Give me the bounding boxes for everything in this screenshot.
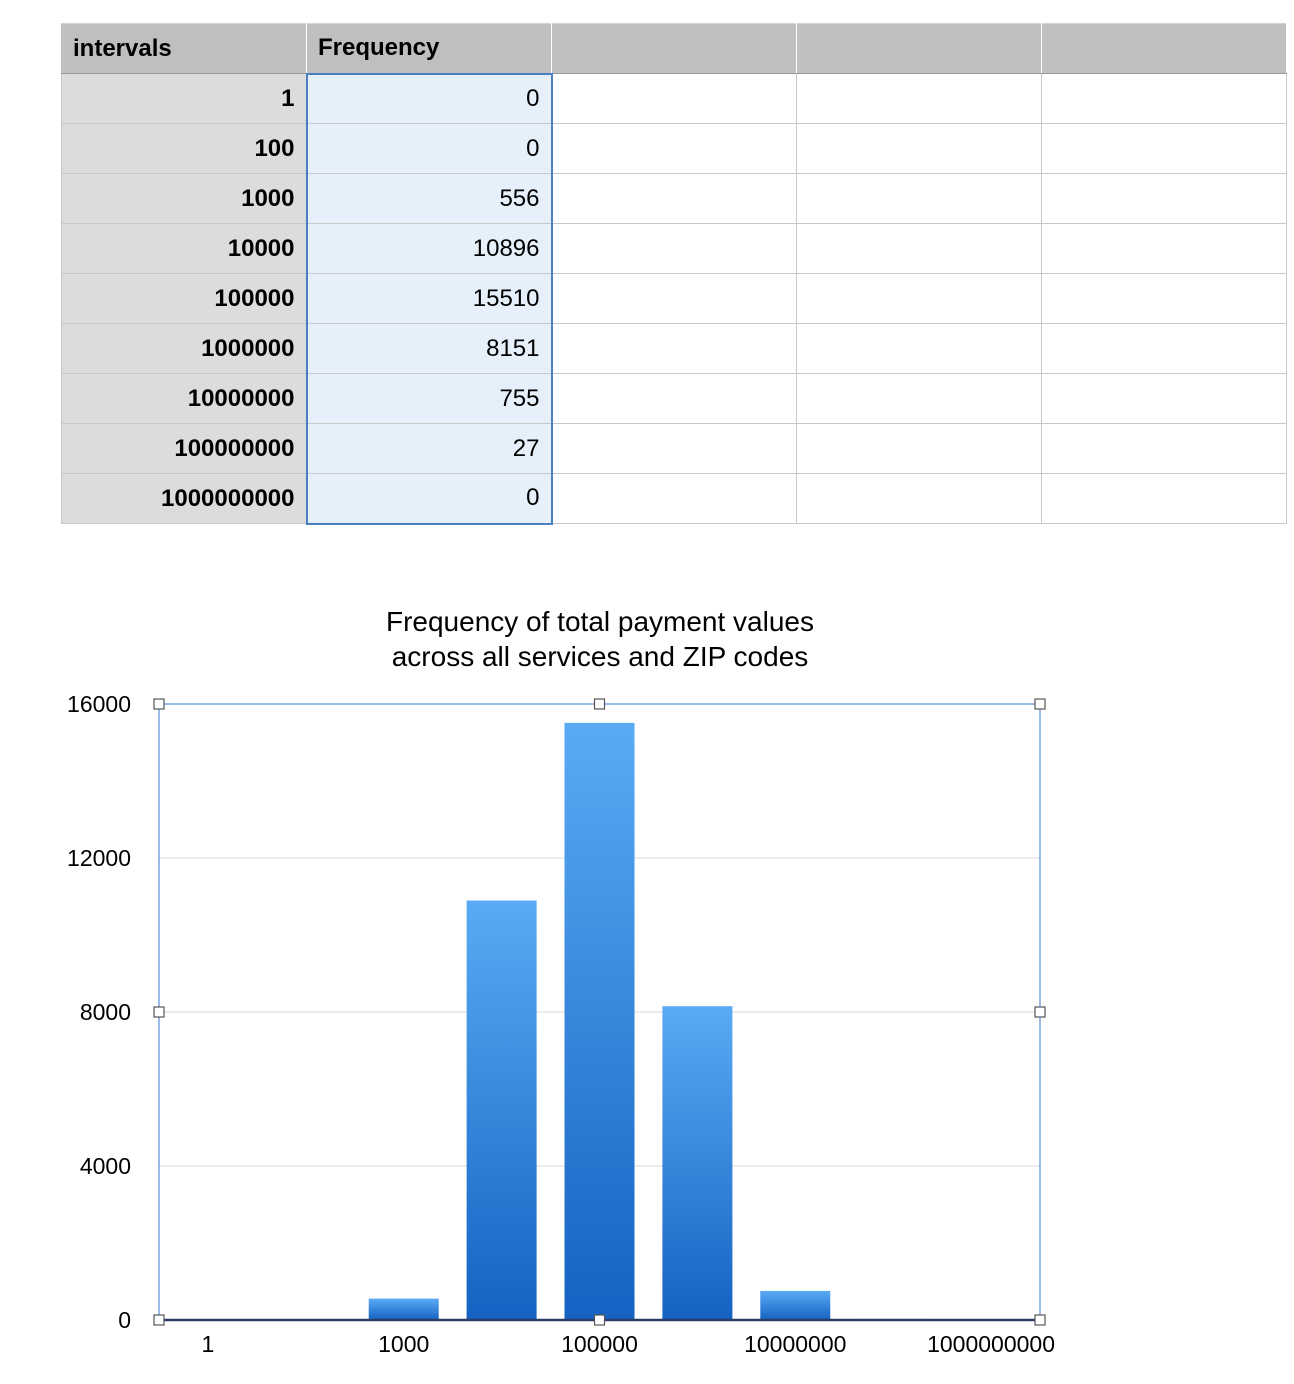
resize-handle[interactable]	[153, 698, 165, 710]
empty-cell[interactable]	[551, 423, 797, 474]
frequency-cell[interactable]: 556	[305, 173, 553, 224]
column-header-1[interactable]: Frequency	[306, 23, 552, 74]
empty-cell[interactable]	[796, 373, 1042, 424]
resize-handle[interactable]	[153, 1314, 165, 1326]
resize-handle[interactable]	[593, 1314, 606, 1326]
table-row: 100 0	[61, 123, 1287, 174]
chart-title-line-1: Frequency of total payment values	[385, 606, 814, 637]
empty-cell[interactable]	[551, 73, 797, 124]
column-header-4[interactable]	[1041, 23, 1287, 74]
bar-100000[interactable]	[564, 722, 635, 1320]
empty-cell[interactable]	[551, 273, 797, 324]
table-row: 1000000 8151	[61, 323, 1287, 374]
empty-cell[interactable]	[551, 323, 797, 374]
x-tick-label: 1000	[378, 1331, 429, 1357]
table-row: 10000000 755	[61, 373, 1287, 424]
empty-cell[interactable]	[551, 473, 797, 524]
empty-cell[interactable]	[1041, 123, 1287, 174]
interval-cell[interactable]: 1000000	[61, 323, 307, 374]
interval-cell[interactable]: 1000000000	[61, 473, 307, 524]
resize-handle[interactable]	[1034, 1314, 1046, 1326]
resize-handle[interactable]	[593, 698, 606, 710]
empty-cell[interactable]	[551, 223, 797, 274]
bar-1000000[interactable]	[662, 1006, 733, 1320]
empty-cell[interactable]	[551, 373, 797, 424]
frequency-cell[interactable]: 755	[305, 373, 553, 424]
bar-10000000[interactable]	[760, 1290, 831, 1320]
empty-cell[interactable]	[796, 223, 1042, 274]
resize-handle[interactable]	[1034, 1006, 1046, 1018]
empty-cell[interactable]	[796, 73, 1042, 124]
interval-cell[interactable]: 1	[61, 73, 307, 124]
x-tick-label: 1	[202, 1331, 215, 1357]
column-header-3[interactable]	[796, 23, 1042, 74]
table-row: 1000000000 0	[61, 473, 1287, 525]
y-tick-label: 4000	[80, 1153, 131, 1179]
empty-cell[interactable]	[1041, 373, 1287, 424]
interval-cell[interactable]: 10000	[61, 223, 307, 274]
interval-cell[interactable]: 1000	[61, 173, 307, 224]
column-header-0[interactable]: intervals	[61, 23, 307, 74]
empty-cell[interactable]	[796, 123, 1042, 174]
table-row: 10000 10896	[61, 223, 1287, 274]
x-tick-label: 10000000	[744, 1331, 846, 1357]
interval-cell[interactable]: 10000000	[61, 373, 307, 424]
resize-handle[interactable]	[153, 1006, 165, 1018]
table-row: 100000 15510	[61, 273, 1287, 324]
empty-cell[interactable]	[796, 423, 1042, 474]
empty-cell[interactable]	[1041, 223, 1287, 274]
frequency-cell[interactable]: 0	[305, 473, 553, 525]
bar-10000[interactable]	[466, 900, 537, 1320]
data-table: intervals Frequency 1 0 100 0 1000 556 10000 1089…	[61, 23, 1287, 525]
x-tick-label: 100000	[561, 1331, 638, 1357]
empty-cell[interactable]	[796, 273, 1042, 324]
y-tick-label: 16000	[67, 691, 131, 717]
empty-cell[interactable]	[796, 173, 1042, 224]
frequency-cell[interactable]: 10896	[305, 223, 553, 274]
x-tick-label: 1000000000	[927, 1331, 1055, 1357]
empty-cell[interactable]	[1041, 73, 1287, 124]
chart-title: Frequency of total payment values across…	[300, 604, 900, 674]
frequency-cell[interactable]: 0	[305, 123, 553, 174]
empty-cell[interactable]	[1041, 273, 1287, 324]
empty-cell[interactable]	[1041, 323, 1287, 374]
empty-cell[interactable]	[1041, 473, 1287, 524]
frequency-cell[interactable]: 27	[305, 423, 553, 474]
interval-cell[interactable]: 100	[61, 123, 307, 174]
empty-cell[interactable]	[551, 123, 797, 174]
resize-handle[interactable]	[1034, 698, 1046, 710]
bar-1000[interactable]	[368, 1298, 439, 1320]
empty-cell[interactable]	[796, 323, 1042, 374]
y-tick-label: 0	[118, 1307, 131, 1333]
empty-cell[interactable]	[1041, 423, 1287, 474]
table-row: 100000000 27	[61, 423, 1287, 474]
frequency-cell[interactable]: 8151	[305, 323, 553, 374]
interval-cell[interactable]: 100000000	[61, 423, 307, 474]
frequency-cell[interactable]: 15510	[305, 273, 553, 324]
frequency-cell[interactable]: 0	[305, 72, 553, 124]
empty-cell[interactable]	[796, 473, 1042, 524]
y-tick-label: 8000	[80, 999, 131, 1025]
chart-title-line-2: across all services and ZIP codes	[391, 641, 809, 672]
table-header-row: intervals Frequency	[61, 23, 1287, 74]
y-tick-label: 12000	[67, 845, 131, 871]
